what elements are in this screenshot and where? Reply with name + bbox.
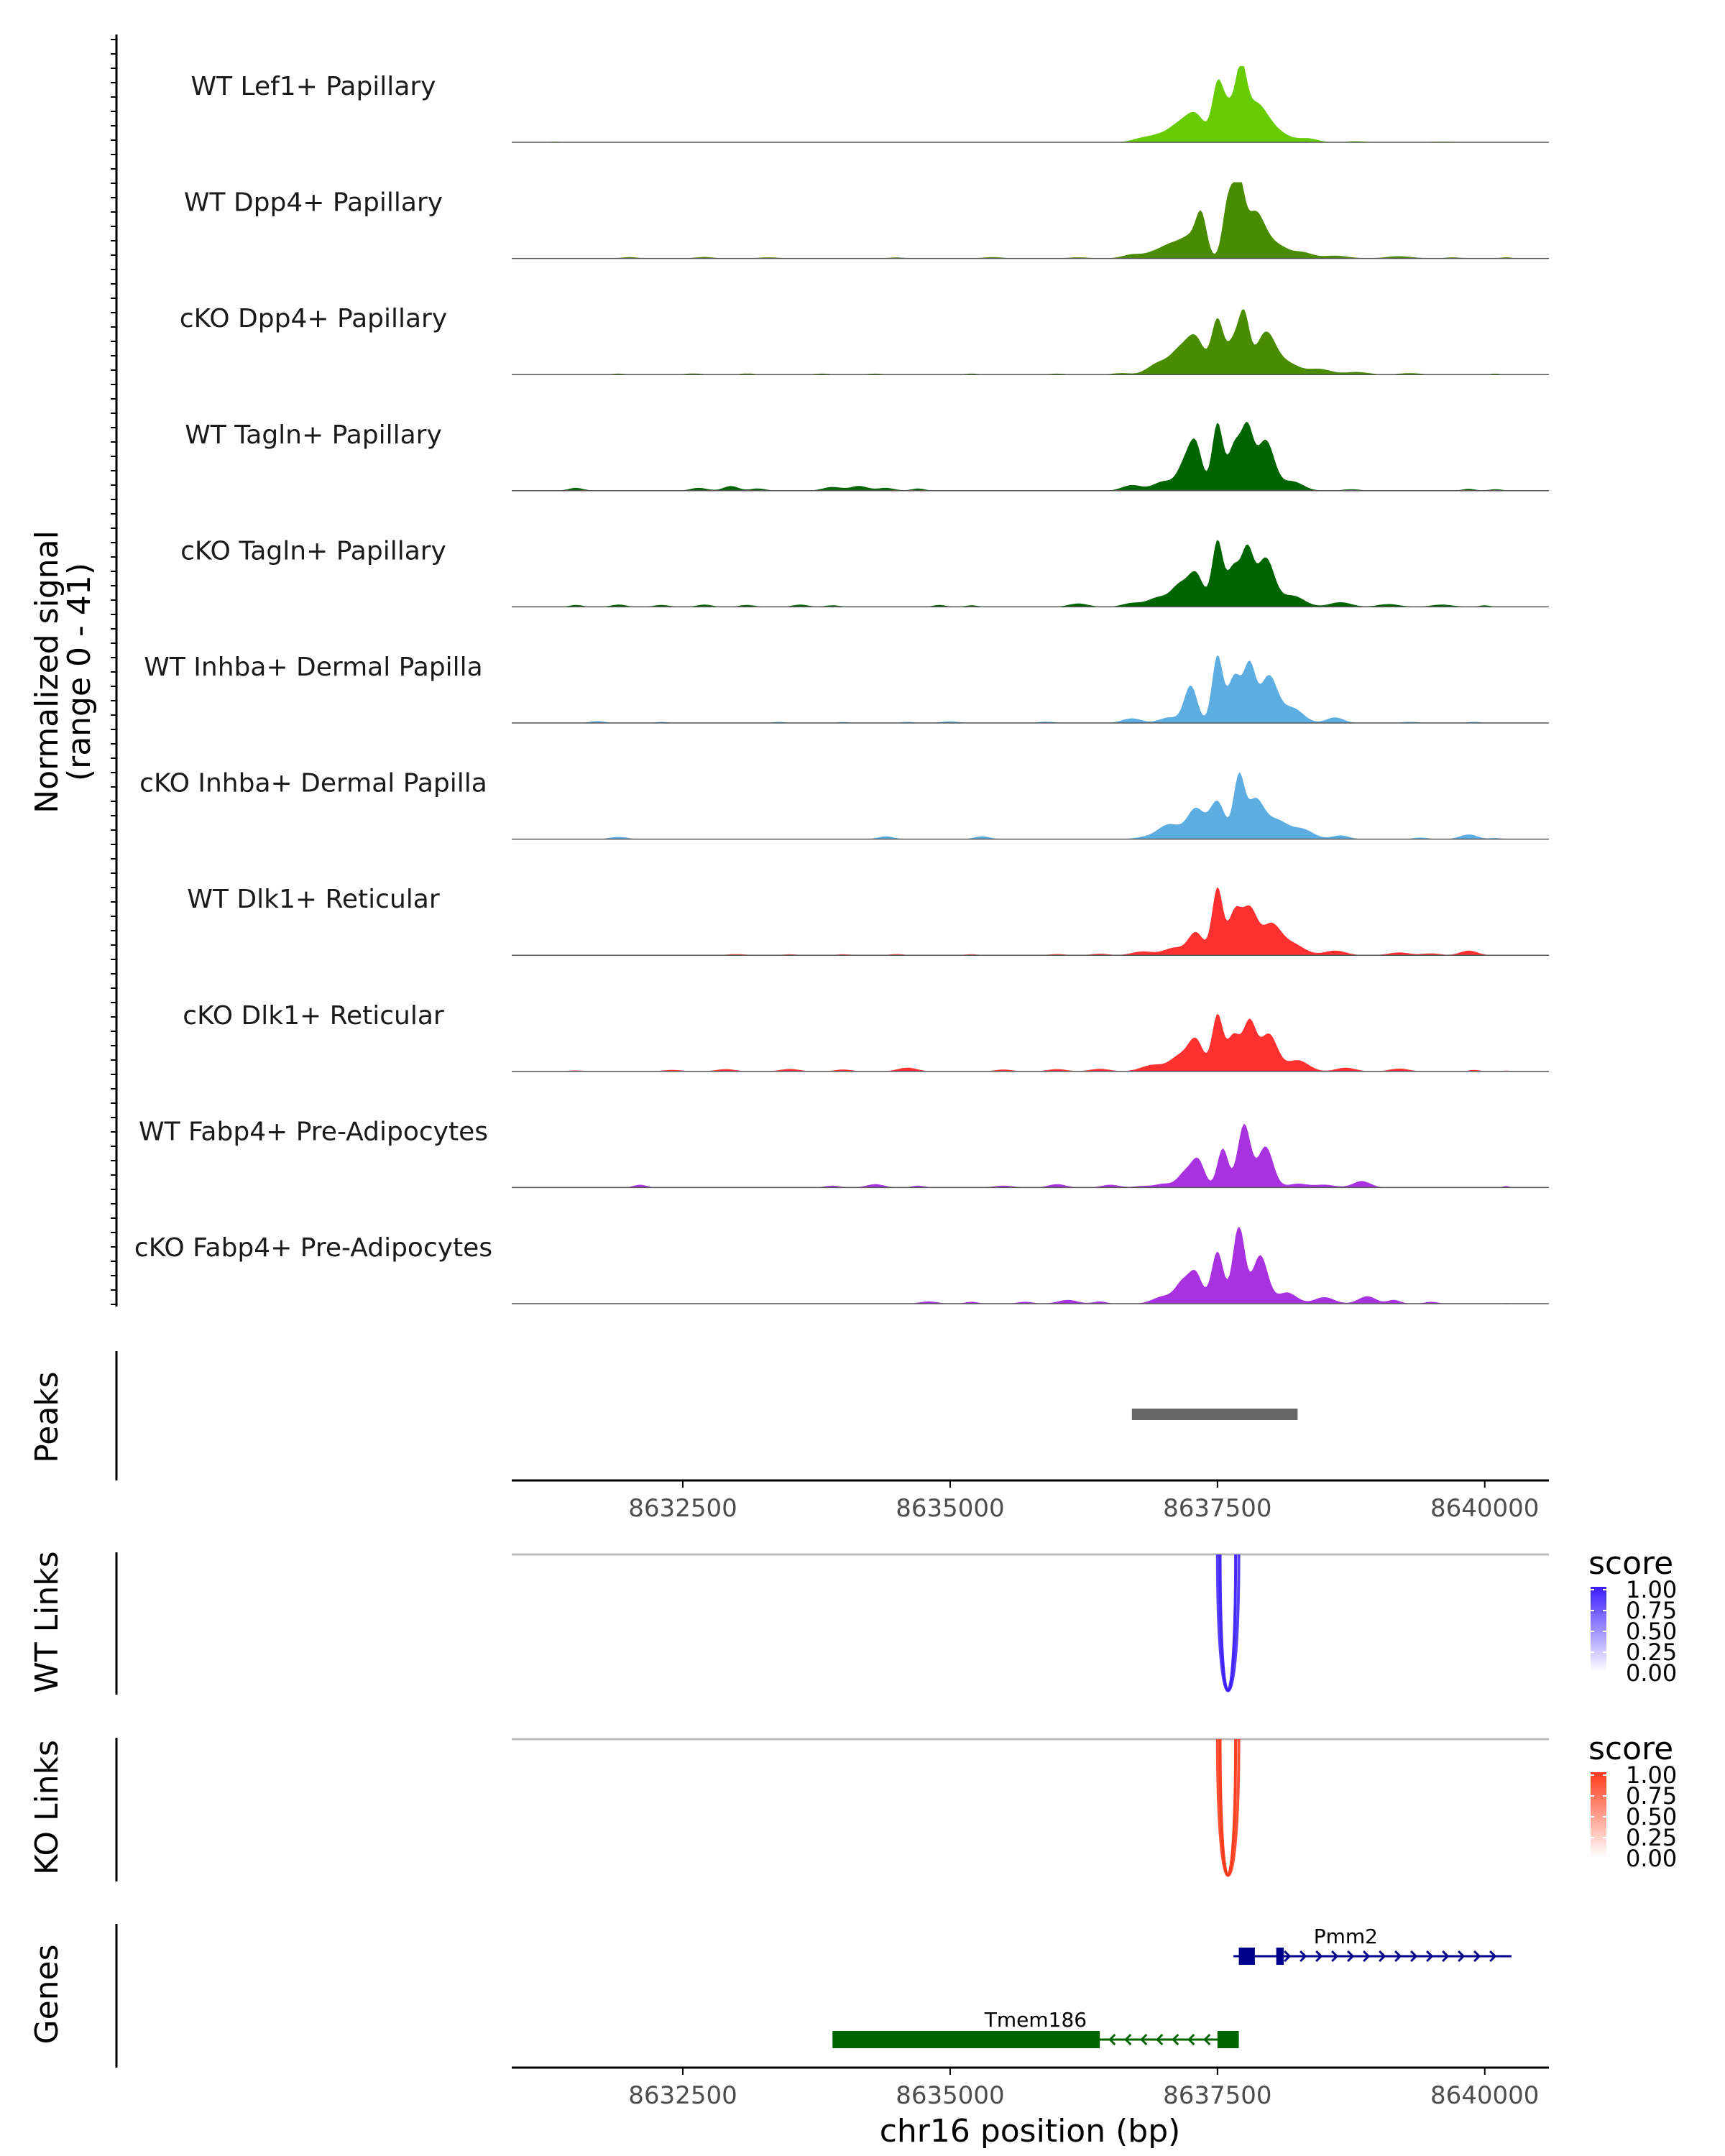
coverage-track-cko-dlk1-reticular: cKO Dlk1+ Reticular <box>183 1001 1549 1072</box>
genes-track: Genes Pmm2 Tmem186 <box>29 1924 1512 2068</box>
strand-arrow <box>1363 1950 1371 1963</box>
x-axis-bottom: 8632500 8635000 8637500 8640000 <box>512 2066 1549 2110</box>
gene-exon <box>1217 2031 1239 2048</box>
legend-tick-label: 0.00 <box>1626 1659 1677 1687</box>
legend-tick-label: 1.00 <box>1626 1761 1677 1789</box>
legend-title: score <box>1588 1731 1673 1767</box>
strand-arrow <box>1473 1950 1481 1963</box>
coverage-track-cko-dpp4-papillary: cKO Dpp4+ Papillary <box>180 304 1549 375</box>
peaks-track: Peaks <box>29 1351 1298 1480</box>
strand-arrow <box>1315 1950 1323 1963</box>
track-label: WT Fabp4+ Pre-Adipocytes <box>139 1117 488 1146</box>
gene-pmm2: Pmm2 <box>1233 1925 1512 1965</box>
strand-arrow <box>1426 1950 1434 1963</box>
legend-tick-label: 0.75 <box>1626 1597 1677 1624</box>
ko-links-label: KO Links <box>29 1740 65 1875</box>
coverage-track-wt-dlk1-reticular: WT Dlk1+ Reticular <box>187 885 1549 956</box>
x-tick-label: 8635000 <box>896 1494 1004 1523</box>
legend-tick-label: 0.00 <box>1626 1845 1677 1872</box>
track-label: cKO Dpp4+ Papillary <box>180 304 447 333</box>
x-axis-top: 8632500 8635000 8637500 8640000 <box>512 1479 1549 1523</box>
strand-arrow <box>1379 1950 1386 1963</box>
coverage-track-cko-tagln-papillary: cKO Tagln+ Papillary <box>180 536 1549 608</box>
legend-title: score <box>1588 1545 1673 1582</box>
coverage-track-wt-tagln-papillary: WT Tagln+ Papillary <box>185 420 1549 492</box>
strand-arrow <box>1331 1950 1339 1963</box>
track-label: WT Dpp4+ Papillary <box>184 188 443 218</box>
track-label: WT Tagln+ Papillary <box>185 420 442 450</box>
peaks-regions <box>1131 1409 1298 1420</box>
ko-links-arcs <box>512 1738 1549 1877</box>
gene-exon <box>1276 1948 1284 1965</box>
coverage-track-wt-inhba-dermal-papilla: WT Inhba+ Dermal Papilla <box>144 653 1549 724</box>
genes-track-label: Genes <box>29 1944 65 2044</box>
legend-tick-label: 0.25 <box>1626 1639 1677 1666</box>
x-tick-label: 8632500 <box>628 2081 737 2110</box>
link-arc <box>1218 1738 1238 1877</box>
x-axis-label: chr16 position (bp) <box>880 2113 1181 2150</box>
legend-colorbar <box>1591 1772 1606 1857</box>
legend-tick-label: 0.25 <box>1626 1824 1677 1851</box>
track-label: cKO Tagln+ Papillary <box>180 536 446 566</box>
coverage-tracks: WT Lef1+ Papillary WT Dpp4+ Papillary cKO … <box>134 66 1549 1304</box>
peak-region <box>1131 1409 1298 1420</box>
strand-arrow <box>1156 2033 1164 2046</box>
legend-tick-label: 0.75 <box>1626 1782 1677 1810</box>
gene-exon <box>1238 1948 1255 1965</box>
strand-arrow <box>1394 1950 1402 1963</box>
track-label: cKO Dlk1+ Reticular <box>183 1001 444 1031</box>
strand-arrow <box>1187 2033 1195 2046</box>
strand-arrow <box>1108 2033 1116 2046</box>
track-label: WT Inhba+ Dermal Papilla <box>144 653 482 682</box>
x-tick-label: 8640000 <box>1430 1494 1539 1523</box>
strand-arrow <box>1140 2033 1148 2046</box>
link-arc <box>1218 1554 1238 1692</box>
coverage-track-cko-fabp4-pre-adipocytes: cKO Fabp4+ Pre-Adipocytes <box>134 1227 1549 1304</box>
wt-links-arcs <box>512 1553 1549 1692</box>
coverage-track-wt-dpp4-papillary: WT Dpp4+ Papillary <box>184 182 1549 259</box>
gene-label: Tmem186 <box>984 2008 1087 2032</box>
strand-arrow <box>1124 2033 1132 2046</box>
legend-tick-label: 1.00 <box>1626 1576 1677 1603</box>
strand-arrow <box>1172 2033 1179 2046</box>
strand-arrow <box>1489 1950 1497 1963</box>
gene-tmem186: Tmem186 <box>832 2008 1239 2048</box>
y-axis-label: Normalized signal <box>29 530 65 814</box>
x-tick-label: 8637500 <box>1163 2081 1271 2110</box>
strand-arrow <box>1300 1950 1307 1963</box>
track-label: cKO Inhba+ Dermal Papilla <box>139 769 487 798</box>
coverage-track-cko-inhba-dermal-papilla: cKO Inhba+ Dermal Papilla <box>139 769 1549 840</box>
wt-links-label: WT Links <box>29 1551 65 1692</box>
gene-exon <box>832 2031 1100 2048</box>
track-label: cKO Fabp4+ Pre-Adipocytes <box>134 1233 492 1263</box>
x-tick-label: 8632500 <box>628 1494 737 1523</box>
legend-tick-label: 0.50 <box>1626 1803 1677 1830</box>
gene-label: Pmm2 <box>1314 1925 1378 1948</box>
gene-models: Pmm2 Tmem186 <box>832 1925 1512 2048</box>
x-tick-label: 8640000 <box>1430 2081 1539 2110</box>
x-tick-label: 8635000 <box>896 2081 1004 2110</box>
coverage-track-wt-lef1-papillary: WT Lef1+ Papillary <box>191 66 1549 143</box>
strand-arrow <box>1442 1950 1450 1963</box>
strand-arrow <box>1410 1950 1418 1963</box>
strand-arrow <box>1284 1950 1292 1963</box>
y-axis-ticks <box>111 39 116 1305</box>
strand-arrow <box>1203 2033 1211 2046</box>
strand-arrow <box>1347 1950 1355 1963</box>
track-label: WT Dlk1+ Reticular <box>187 885 439 914</box>
legend-colorbar <box>1591 1587 1606 1672</box>
track-label: WT Lef1+ Papillary <box>191 72 436 101</box>
x-tick-label: 8637500 <box>1163 1494 1271 1523</box>
peaks-track-label: Peaks <box>29 1371 65 1462</box>
strand-arrow <box>1458 1950 1466 1963</box>
y-axis-range-label: (range 0 - 41) <box>61 563 98 781</box>
legend-tick-label: 0.50 <box>1626 1618 1677 1645</box>
coverage-track-wt-fabp4-pre-adipocytes: WT Fabp4+ Pre-Adipocytes <box>139 1117 1549 1189</box>
